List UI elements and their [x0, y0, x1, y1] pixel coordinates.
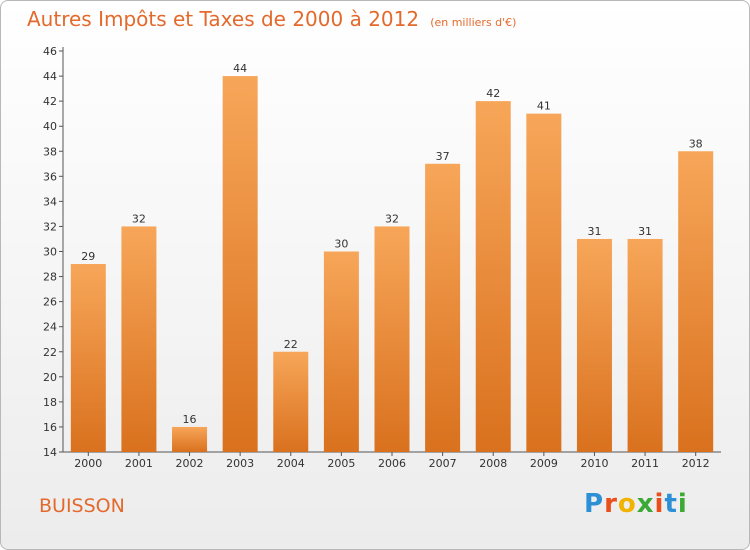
y-tick-label: 30: [43, 246, 57, 259]
x-tick-label: 2005: [327, 457, 355, 470]
bar: [678, 151, 714, 452]
data-label: 31: [587, 225, 601, 238]
y-tick-label: 46: [43, 45, 57, 58]
bar: [374, 226, 410, 452]
x-tick-label: 2001: [125, 457, 153, 470]
x-tick-label: 2012: [682, 457, 710, 470]
x-tick-label: 2004: [277, 457, 305, 470]
bar: [70, 264, 106, 452]
data-label: 22: [284, 338, 298, 351]
y-tick-label: 42: [43, 95, 57, 108]
chart-title-group: Autres Impôts et Taxes de 2000 à 2012 (e…: [27, 7, 516, 31]
y-tick-label: 44: [43, 70, 57, 83]
x-tick-label: 2007: [429, 457, 457, 470]
chart-labels: 29 2000 32 2001 16 2002 44 2003 22 2004 30 2005 32 20…: [74, 62, 709, 470]
data-label: 44: [233, 62, 247, 75]
y-tick-label: 32: [43, 220, 57, 233]
data-label: 31: [638, 225, 652, 238]
data-label: 32: [132, 212, 146, 225]
y-tick-label: 24: [43, 321, 57, 334]
bar: [526, 113, 562, 452]
y-tick-label: 26: [43, 296, 57, 309]
data-label: 29: [81, 250, 95, 263]
data-label: 16: [183, 413, 197, 426]
bar: [121, 226, 157, 452]
bar: [172, 426, 208, 452]
data-label: 41: [537, 100, 551, 113]
x-tick-label: 2008: [479, 457, 507, 470]
y-tick-label: 40: [43, 120, 57, 133]
bar: [273, 351, 309, 452]
y-tick-label: 18: [43, 396, 57, 409]
place-name: BUISSON: [39, 495, 125, 517]
y-tick-label: 14: [43, 446, 57, 459]
y-tick-label: 36: [43, 170, 57, 183]
bar: [222, 76, 258, 452]
bar: [576, 238, 612, 452]
data-label: 32: [385, 212, 399, 225]
data-label: 42: [486, 87, 500, 100]
data-label: 30: [334, 238, 348, 251]
bar: [425, 163, 461, 452]
x-tick-label: 2003: [226, 457, 254, 470]
x-tick-label: 2010: [580, 457, 608, 470]
y-tick-label: 20: [43, 371, 57, 384]
y-tick-label: 34: [43, 195, 57, 208]
data-label: 37: [436, 150, 450, 163]
data-label: 38: [689, 137, 703, 150]
x-tick-label: 2011: [631, 457, 659, 470]
bar: [323, 251, 359, 452]
x-tick-label: 2000: [74, 457, 102, 470]
chart-bars: [70, 76, 714, 452]
proxiti-logo[interactable]: Proxiti: [584, 489, 688, 519]
x-tick-label: 2002: [176, 457, 204, 470]
y-tick-label: 28: [43, 271, 57, 284]
bar: [475, 101, 511, 452]
chart-title: Autres Impôts et Taxes de 2000 à 2012: [27, 7, 420, 31]
y-tick-label: 16: [43, 421, 57, 434]
x-tick-label: 2006: [378, 457, 406, 470]
x-tick-label: 2009: [530, 457, 558, 470]
y-tick-label: 22: [43, 346, 57, 359]
y-tick-label: 38: [43, 145, 57, 158]
bar: [627, 238, 663, 452]
chart-axes: 14 16 18 20 22 24 26 28 30 32 34 36 38 40 42 44 46: [43, 45, 721, 459]
chart-subtitle: (en milliers d'€): [430, 16, 517, 29]
